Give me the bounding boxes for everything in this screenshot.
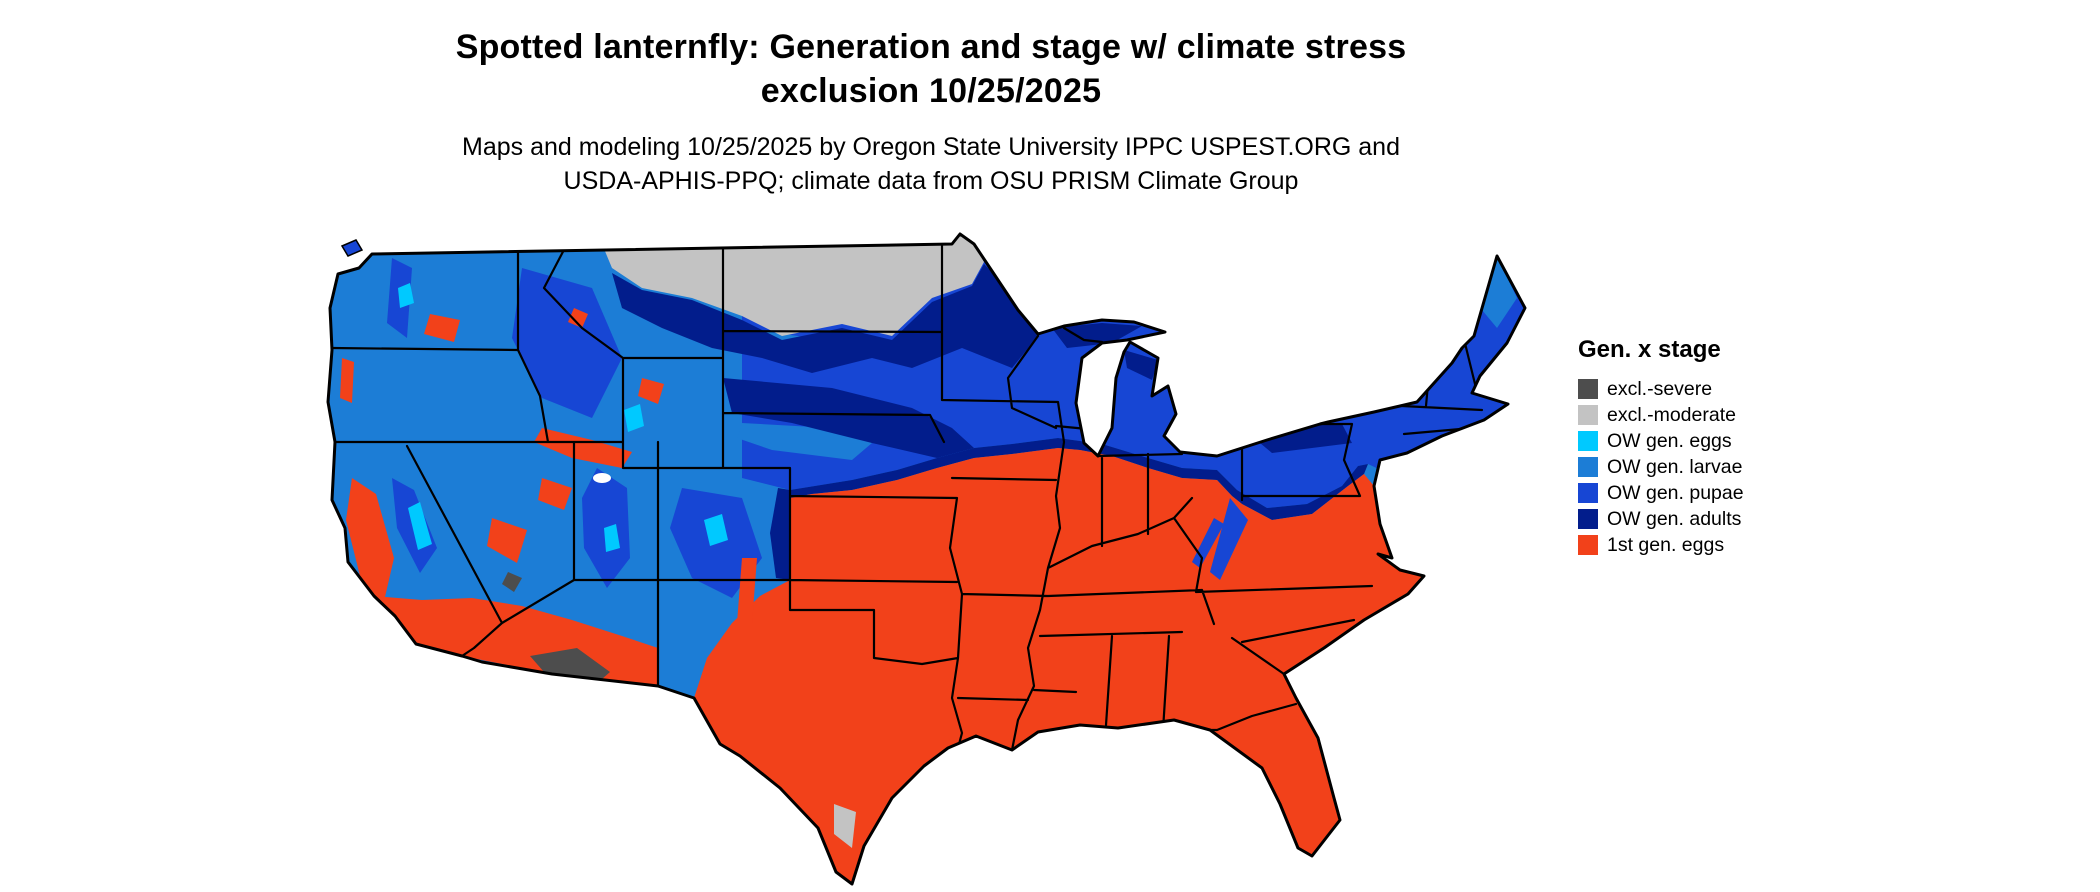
first-gen-eggs-swatch (1578, 535, 1598, 555)
us-outline (326, 232, 1527, 886)
san-juan-island (340, 239, 364, 257)
legend-label: OW gen. adults (1607, 507, 1742, 530)
page-title-line2: exclusion 10/25/2025 (760, 71, 1102, 110)
legend-item-ow-pupae: OW gen. pupae (1578, 480, 1744, 506)
region-first-gen-eggs-bighorn (638, 378, 664, 404)
us-map (326, 232, 1527, 886)
region-ow-eggs-colorado (704, 514, 728, 546)
region-first-gen-eggs-rio-grande (737, 558, 757, 623)
legend-item-excl-moderate: excl.-moderate (1578, 402, 1744, 428)
legend-title: Gen. x stage (1578, 336, 1721, 363)
region-excl-moderate-north (602, 234, 984, 336)
region-excl-severe-arizona (530, 648, 610, 686)
region-ow-adults-colorado-edge (770, 488, 790, 580)
legend-item-first-gen-eggs: 1st gen. eggs (1578, 532, 1744, 558)
great-salt-lake (593, 473, 611, 483)
region-excl-moderate-south-texas (834, 804, 856, 848)
region-ow-adults-plains-band (723, 378, 974, 458)
legend-label: OW gen. pupae (1607, 481, 1744, 504)
legend-label: 1st gen. eggs (1607, 533, 1725, 556)
legend-item-ow-eggs: OW gen. eggs (1578, 428, 1744, 454)
region-ow-adults-north-michigan (1124, 350, 1158, 380)
region-first-gen-eggs-montana-valley (568, 308, 588, 328)
region-ow-adults-transition-band (790, 438, 1368, 520)
map-fill-layers (328, 234, 1525, 884)
region-ow-pupae-appalachians-1 (1210, 498, 1248, 580)
region-ow-eggs-wasatch (604, 524, 620, 552)
region-first-gen-eggs-gsl-desert (538, 478, 572, 510)
region-ow-eggs-cascades (398, 283, 414, 308)
region-ow-pupae-northern-rockies (512, 268, 622, 418)
ow-larvae-swatch (1578, 457, 1598, 477)
excl-moderate-swatch (1578, 405, 1598, 425)
page-title: Spotted lanternfly: Generation and stage… (0, 26, 1862, 113)
legend-label: OW gen. eggs (1607, 429, 1732, 452)
region-first-gen-eggs-willamette (340, 358, 354, 403)
legend-item-ow-adults: OW gen. adults (1578, 506, 1744, 532)
legend-label: OW gen. larvae (1607, 455, 1743, 478)
header: Spotted lanternfly: Generation and stage… (0, 0, 1862, 198)
legend-label: excl.-moderate (1607, 403, 1736, 426)
region-ow-adults-adirondacks (1352, 333, 1410, 388)
region-first-gen-eggs-main (694, 448, 1424, 884)
legend-item-ow-larvae: OW gen. larvae (1578, 454, 1744, 480)
legend: Gen. x stage excl.-severe excl.-moderate… (1578, 336, 1744, 558)
page-subtitle: Maps and modeling 10/25/2025 by Oregon S… (0, 131, 1862, 198)
excl-severe-swatch (1578, 379, 1598, 399)
page-subtitle-line1: Maps and modeling 10/25/2025 by Oregon S… (462, 133, 1400, 162)
legend-item-excl-severe: excl.-severe (1578, 376, 1744, 402)
region-ow-eggs-yellowstone (624, 404, 644, 432)
ow-eggs-swatch (1578, 431, 1598, 451)
us-map-container (312, 228, 1542, 888)
region-first-gen-eggs-columbia-basin (424, 314, 460, 342)
region-excl-severe-death-valley (502, 572, 522, 592)
region-first-gen-eggs-central-valley (346, 478, 394, 610)
region-ow-adults-north-band (612, 264, 1038, 373)
ow-pupae-swatch (1578, 483, 1598, 503)
ow-adults-swatch (1578, 509, 1598, 529)
region-ow-adults-upper-midwest (1052, 323, 1142, 348)
legend-label: excl.-severe (1607, 377, 1713, 400)
page-subtitle-line2: USDA-APHIS-PPQ; climate data from OSU PR… (563, 166, 1299, 195)
region-first-gen-eggs-nevada (487, 518, 527, 563)
region-ow-eggs-sierra (408, 502, 432, 550)
region-first-gen-eggs-snake-plain (534, 428, 632, 468)
page-title-line1: Spotted lanternfly: Generation and stage… (455, 28, 1407, 66)
